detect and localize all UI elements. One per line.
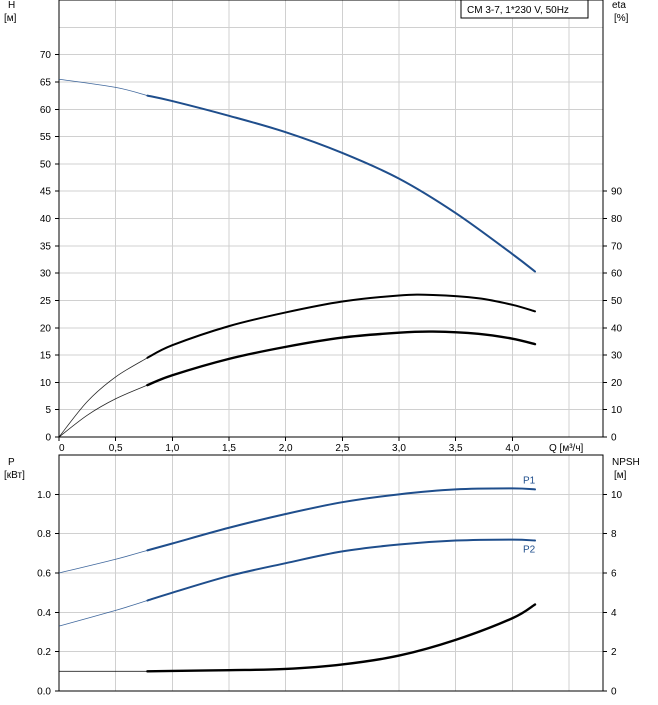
y-tick-label-right: 60 [611, 269, 623, 280]
y-tick-label-right: 2 [611, 647, 617, 658]
x-tick-label: 3,5 [449, 443, 463, 454]
y-tick-label-right: 90 [611, 187, 623, 198]
x-tick-label: 0 [59, 443, 65, 454]
y-tick-label-right: 8 [611, 529, 617, 540]
x-tick-label: 4,0 [505, 443, 519, 454]
y-axis-title-left: P [8, 457, 15, 468]
series-line [146, 538, 536, 602]
y-tick-label-left: 0.0 [37, 687, 51, 698]
y-tick-label-left: 0.4 [37, 608, 51, 619]
y-tick-label-right: 30 [611, 351, 623, 362]
series-line-extrapolated [58, 384, 148, 438]
x-tick-label: 0,5 [109, 443, 123, 454]
y-tick-label-left: 0.6 [37, 569, 51, 580]
y-tick-label-right: 70 [611, 241, 623, 252]
y-tick-label-left: 55 [40, 132, 52, 143]
series-line [146, 330, 537, 387]
y-tick-label-right: 6 [611, 569, 617, 580]
y-tick-label-left: 45 [40, 187, 52, 198]
x-tick-label: 2,0 [279, 443, 293, 454]
series-line-extrapolated [58, 78, 148, 96]
y-tick-label-right: 10 [611, 490, 623, 501]
y-tick-label-right: 4 [611, 608, 617, 619]
series-line [146, 487, 536, 552]
y-tick-label-left: 0.2 [37, 647, 51, 658]
x-axis-title: Q [м³/ч] [549, 443, 584, 454]
y-tick-label-left: 20 [40, 323, 52, 334]
y-tick-label-right: 80 [611, 214, 623, 225]
y-axis-unit-left: [кВт] [4, 470, 25, 481]
y-tick-label-right: 0 [611, 687, 617, 698]
y-axis-title-right: eta [612, 0, 626, 11]
series-line [146, 293, 536, 359]
y-tick-label-left: 25 [40, 296, 52, 307]
x-tick-label: 3,0 [392, 443, 406, 454]
y-axis-unit-right: [%] [614, 13, 629, 24]
series-label: P1 [523, 475, 536, 486]
y-tick-label-left: 0.8 [37, 529, 51, 540]
chart-title: CM 3-7, 1*230 V, 50Hz [467, 5, 569, 16]
series-line [146, 603, 537, 673]
series-label: P2 [523, 545, 536, 556]
y-tick-label-left: 40 [40, 214, 52, 225]
series-line [146, 94, 536, 273]
y-tick-label-left: 15 [40, 351, 52, 362]
title-box [460, 0, 589, 19]
y-tick-label-left: 60 [40, 105, 52, 116]
y-axis-unit-right: [м] [614, 470, 627, 481]
y-tick-label-left: 10 [40, 378, 52, 389]
series-line-extrapolated [58, 549, 148, 574]
y-tick-label-left: 35 [40, 241, 52, 252]
y-tick-label-left: 1.0 [37, 490, 51, 501]
y-tick-label-left: 70 [40, 50, 52, 61]
y-axis-title-right: NPSH [612, 457, 640, 468]
y-tick-label-left: 5 [45, 405, 51, 416]
y-axis-title-left: H [8, 0, 15, 11]
series-line-extrapolated [58, 600, 148, 627]
y-tick-label-left: 50 [40, 159, 52, 170]
y-tick-label-right: 0 [611, 433, 617, 444]
x-tick-label: 1,0 [165, 443, 179, 454]
y-axis-unit-left: [м] [4, 13, 17, 24]
y-tick-label-right: 40 [611, 323, 623, 334]
y-tick-label-right: 50 [611, 296, 623, 307]
y-tick-label-right: 20 [611, 378, 623, 389]
y-tick-label-left: 30 [40, 269, 52, 280]
x-tick-label: 2,5 [335, 443, 349, 454]
series-line-extrapolated [58, 357, 148, 438]
y-tick-label-right: 10 [611, 405, 623, 416]
y-tick-label-left: 0 [45, 433, 51, 444]
y-tick-label-left: 65 [40, 77, 52, 88]
x-tick-label: 1,5 [222, 443, 236, 454]
